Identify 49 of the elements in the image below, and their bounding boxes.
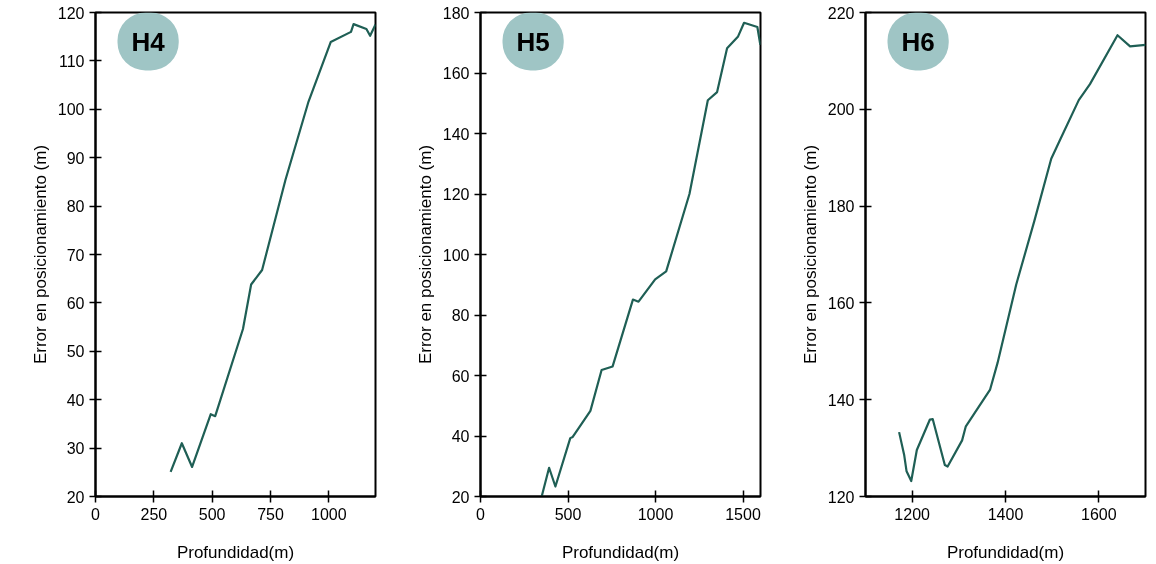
line-series [169,23,376,473]
annotation: H4 [131,26,166,57]
x-tick-label: 0 [91,505,101,523]
x-tick-label: 1200 [894,505,931,523]
y-tick-label: 140 [827,391,855,409]
y-tick-label: 50 [66,343,85,361]
y-tick-label: 60 [66,294,85,312]
x-tick-label: 1500 [725,505,761,523]
y-tick-label: 160 [827,294,855,312]
y-tick-label: 20 [66,488,85,506]
x-tick-label: 1400 [987,505,1024,523]
y-tick-label: 20 [451,488,470,506]
y-tick-label: 180 [442,4,470,22]
x-tick-label: 1600 [1081,505,1117,523]
x-tick-label: 500 [198,505,226,523]
annotation: H5 [516,26,550,57]
y-axis-title: Error en posicionamiento (m) [30,144,50,365]
y-tick-label: 180 [827,198,855,216]
y-tick-label: 80 [451,307,470,324]
x-tick-label: 0 [476,505,486,523]
x-tick-label: 500 [554,505,582,523]
x-axis-title: Profundidad(m) [561,542,680,562]
line-series [898,34,1146,483]
y-axis-title: Error en posicionamiento (m) [415,144,435,365]
y-tick-label: 110 [58,52,85,70]
y-tick-label: 80 [66,198,85,216]
y-tick-label: 120 [57,4,85,22]
y-tick-label: 100 [442,246,470,264]
y-tick-label: 120 [442,186,470,203]
y-tick-label: 200 [827,101,855,119]
y-tick-label: 70 [66,246,85,264]
y-tick-label: 40 [66,391,85,409]
y-tick-label: 90 [66,149,85,167]
y-axis-title: Error en posicionamiento (m) [800,144,820,365]
x-tick-label: 250 [140,505,168,523]
x-tick-label: 750 [257,505,284,523]
y-tick-label: 120 [827,488,855,506]
y-tick-label: 30 [66,440,85,458]
y-tick-label: 60 [451,367,470,385]
annotation: H6 [901,26,935,57]
x-tick-label: 1000 [311,505,347,523]
y-tick-label: 220 [827,4,855,22]
y-tick-label: 100 [57,101,85,119]
x-axis-title: Profundidad(m) [176,542,295,562]
x-tick-label: 1000 [637,505,674,523]
y-tick-label: 140 [442,125,470,143]
y-tick-label: 40 [451,428,470,445]
y-tick-label: 160 [442,65,470,82]
x-axis-title: Profundidad(m) [946,542,1065,562]
